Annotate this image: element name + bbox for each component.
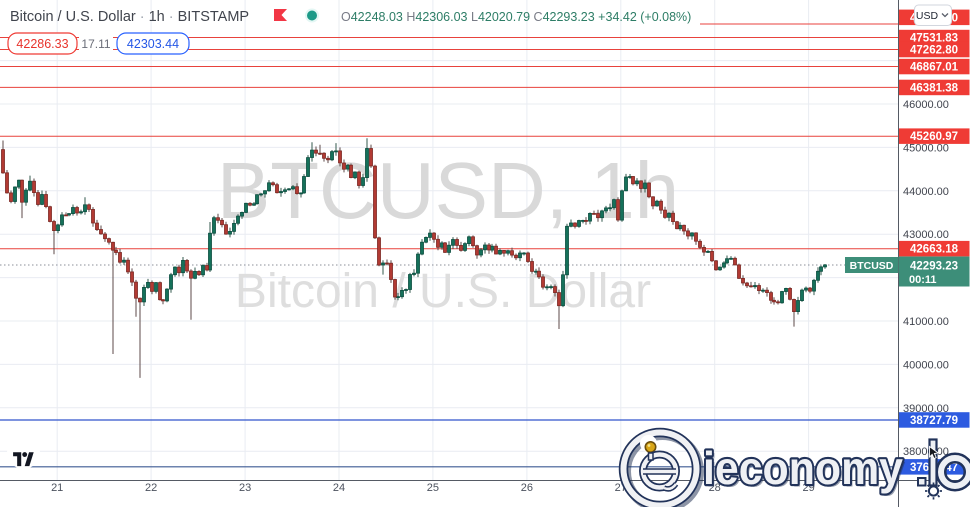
svg-text:23: 23 bbox=[239, 482, 251, 494]
svg-text:28: 28 bbox=[709, 482, 721, 494]
svg-text:BTCUSD: BTCUSD bbox=[850, 260, 894, 272]
svg-text:O42248.03 H42306.03 L42020.79: O42248.03 H42306.03 L42020.79 C42293.23 … bbox=[341, 10, 691, 24]
svg-text:43000.00: 43000.00 bbox=[903, 229, 949, 241]
svg-text:21: 21 bbox=[51, 482, 63, 494]
svg-text:USD: USD bbox=[916, 10, 939, 22]
svg-text:47531.83: 47531.83 bbox=[910, 33, 958, 45]
svg-text:40000.00: 40000.00 bbox=[903, 359, 949, 371]
svg-text:46867.01: 46867.01 bbox=[910, 62, 959, 74]
svg-text:24: 24 bbox=[333, 482, 345, 494]
svg-text:17.11: 17.11 bbox=[81, 37, 110, 51]
svg-text:00:11: 00:11 bbox=[909, 274, 937, 286]
svg-text:ieconomy: ieconomy bbox=[703, 442, 903, 494]
svg-text:42286.33: 42286.33 bbox=[16, 37, 68, 51]
svg-text:45260.97: 45260.97 bbox=[910, 131, 958, 143]
svg-text:25: 25 bbox=[427, 482, 439, 494]
svg-text:29: 29 bbox=[802, 482, 814, 494]
svg-text:45000.00: 45000.00 bbox=[903, 142, 949, 154]
svg-text:42293.23: 42293.23 bbox=[910, 261, 958, 273]
svg-text:42303.44: 42303.44 bbox=[127, 37, 179, 51]
svg-text:46000.00: 46000.00 bbox=[903, 99, 949, 111]
svg-text:47262.80: 47262.80 bbox=[910, 45, 958, 57]
svg-text:41000.00: 41000.00 bbox=[903, 316, 949, 328]
svg-text:ieconomy: ieconomy bbox=[703, 442, 903, 494]
svg-text:46381.38: 46381.38 bbox=[910, 82, 959, 94]
svg-text:ieconomy: ieconomy bbox=[706, 445, 906, 497]
svg-text:38727.79: 38727.79 bbox=[910, 415, 958, 427]
svg-text:39000.00: 39000.00 bbox=[903, 403, 949, 415]
svg-text:22: 22 bbox=[145, 482, 157, 494]
svg-text:26: 26 bbox=[521, 482, 533, 494]
svg-text:Bitcoin / U.S. Dollar · 1h · B: Bitcoin / U.S. Dollar · 1h · BITSTAMP bbox=[10, 9, 249, 25]
svg-text:42663.18: 42663.18 bbox=[910, 244, 959, 256]
svg-text:Bitcoin / U.S. Dollar: Bitcoin / U.S. Dollar bbox=[235, 265, 651, 318]
svg-text:38000.00: 38000.00 bbox=[903, 446, 949, 458]
svg-text:44000.00: 44000.00 bbox=[903, 186, 949, 198]
